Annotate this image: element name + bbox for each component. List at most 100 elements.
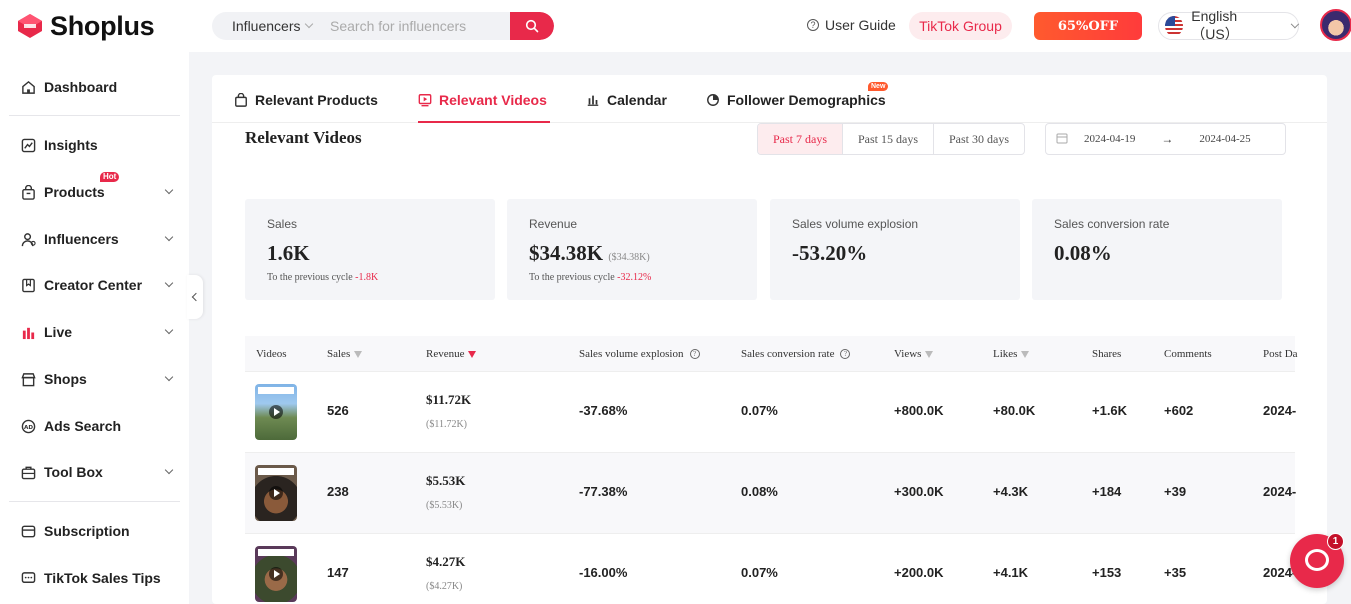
logo[interactable]: Shoplus — [16, 10, 155, 42]
stat-value-text: 1.6K — [267, 241, 310, 265]
tab-label: Relevant Videos — [439, 92, 547, 108]
sidebar-item-products[interactable]: Products Hot — [20, 172, 176, 203]
chat-bubble-icon — [1305, 549, 1329, 571]
avatar[interactable] — [1320, 9, 1351, 41]
chat-icon — [20, 570, 36, 586]
info-icon[interactable]: ? — [689, 349, 700, 359]
tab-follower-demographics[interactable]: Follower Demographics — [706, 89, 886, 111]
period-30-days-button[interactable]: Past 30 days — [949, 131, 1009, 146]
video-thumbnail[interactable] — [255, 546, 297, 602]
shoplus-logo-icon — [18, 14, 42, 38]
sort-down-icon — [354, 350, 363, 358]
tab-relevant-products[interactable]: Relevant Products — [234, 89, 378, 111]
sidebar-item-influencers[interactable]: Influencers — [20, 228, 176, 250]
sidebar-item-dashboard[interactable]: Dashboard — [20, 76, 176, 98]
cell-explosion: -37.68% — [579, 403, 628, 418]
video-thumbnail[interactable] — [255, 465, 297, 521]
table-row[interactable]: 526 $11.72K ($11.72K) -37.68% 0.07% +800.… — [245, 372, 1296, 453]
promo-button[interactable]: 65%OFF — [1034, 12, 1142, 40]
sidebar-item-shops[interactable]: Shops — [20, 368, 176, 390]
revenue-value: $11.72K — [426, 392, 472, 407]
column-label: Shares — [1092, 348, 1122, 360]
play-icon — [269, 405, 283, 419]
sidebar-divider — [9, 501, 180, 502]
search-icon — [525, 19, 539, 33]
stat-compare: To the previous cycle -32.12% — [529, 272, 757, 283]
search-button[interactable] — [510, 12, 554, 40]
cell-shares: +184 — [1092, 484, 1122, 499]
table-row[interactable]: 238 $5.53K ($5.53K) -77.38% 0.08% +300.0K… — [245, 453, 1296, 534]
sidebar-item-ads-search[interactable]: AD Ads Search — [20, 415, 176, 437]
cell-explosion: -77.38% — [579, 484, 628, 499]
pie-chart-icon — [706, 93, 720, 107]
tab-relevant-videos[interactable]: Relevant Videos — [418, 89, 547, 111]
stat-value: 0.08% — [1054, 241, 1112, 265]
sidebar-item-label: Live — [44, 324, 73, 340]
cell-sales: 238 — [327, 484, 349, 499]
sidebar-item-label: Ads Search — [44, 418, 122, 434]
user-guide-link[interactable]: ? User Guide — [807, 17, 896, 33]
table-row[interactable]: 147 $4.27K ($4.27K) -16.00% 0.07% +200.0K… — [245, 534, 1296, 604]
stat-compare: To the previous cycle -1.8K — [267, 272, 495, 283]
info-icon[interactable]: ? — [840, 349, 851, 359]
stat-value: -53.20% — [792, 241, 868, 265]
cell-comments: +39 — [1164, 484, 1187, 499]
chart-line-icon — [20, 137, 36, 153]
column-header-videos: Videos — [256, 348, 287, 360]
tab-label: Follower Demographics — [727, 92, 886, 108]
sidebar-item-insights[interactable]: Insights — [20, 134, 176, 156]
stat-card-sales-volume-explosion: Sales volume explosion -53.20% — [770, 199, 1020, 300]
revenue-value: $5.53K — [426, 473, 466, 488]
column-label: Views — [894, 348, 922, 360]
video-thumbnail[interactable] — [255, 384, 297, 440]
column-header-sales[interactable]: Sales — [327, 348, 363, 360]
chevron-down-icon — [164, 185, 174, 195]
period-7-days-button[interactable]: Past 7 days — [758, 124, 843, 154]
column-header-revenue[interactable]: Revenue — [426, 348, 477, 360]
sidebar-collapse-button[interactable] — [187, 275, 203, 319]
language-select[interactable]: English（US） — [1158, 8, 1300, 42]
stat-label: Sales — [267, 217, 298, 231]
tiktok-group-button[interactable]: TikTok Group — [909, 12, 1012, 40]
search-input[interactable] — [330, 18, 508, 34]
column-header-likes[interactable]: Likes — [993, 348, 1030, 360]
us-flag-icon — [1165, 16, 1184, 36]
sidebar-item-subscription[interactable]: Subscription — [20, 520, 176, 542]
stat-value: $34.38K ($34.38K) — [529, 241, 757, 266]
tab-label: Calendar — [607, 92, 667, 108]
cell-shares: +1.6K — [1092, 403, 1128, 418]
date-start[interactable]: 2024-04-19 — [1084, 133, 1136, 145]
chevron-down-icon — [164, 465, 174, 475]
sidebar: Dashboard Insights Products Hot Influenc… — [0, 52, 189, 604]
search-bar: Influencers — [212, 12, 554, 40]
date-end[interactable]: 2024-04-25 — [1199, 133, 1251, 145]
column-header-post-date: Post Da — [1263, 348, 1298, 360]
active-tab-indicator — [418, 121, 550, 123]
sidebar-item-label: Dashboard — [44, 79, 118, 95]
column-header-views[interactable]: Views — [894, 348, 934, 360]
chevron-left-icon — [191, 292, 201, 302]
date-range-picker[interactable]: 2024-04-19 → 2024-04-25 — [1045, 123, 1286, 155]
question-icon: ? — [807, 19, 819, 31]
cell-likes: +4.3K — [993, 484, 1029, 499]
revenue-sub: ($11.72K) — [426, 419, 468, 430]
search-type-select[interactable]: Influencers — [212, 18, 330, 34]
tab-calendar[interactable]: Calendar — [586, 89, 667, 111]
sidebar-item-creator-center[interactable]: Creator Center — [20, 274, 176, 296]
cell-revenue: $4.27K ($4.27K) — [426, 554, 465, 592]
sidebar-item-live[interactable]: Live — [20, 321, 176, 343]
bag-icon — [234, 93, 248, 107]
sidebar-item-tool-box[interactable]: Tool Box — [20, 461, 176, 483]
thumbnail-caption — [258, 468, 294, 475]
cell-shares: +153 — [1092, 565, 1122, 580]
period-15-days-button[interactable]: Past 15 days — [843, 124, 934, 154]
column-header-shares: Shares — [1092, 348, 1121, 360]
ad-icon: AD — [20, 418, 36, 434]
bar-chart-icon — [586, 93, 600, 107]
sidebar-item-tiktok-sales-tips[interactable]: TikTok Sales Tips — [20, 567, 176, 589]
column-label: Videos — [256, 348, 287, 360]
sidebar-item-label: Subscription — [44, 523, 130, 539]
user-icon — [20, 231, 36, 247]
sidebar-divider — [9, 115, 180, 116]
sort-down-icon — [925, 350, 934, 358]
